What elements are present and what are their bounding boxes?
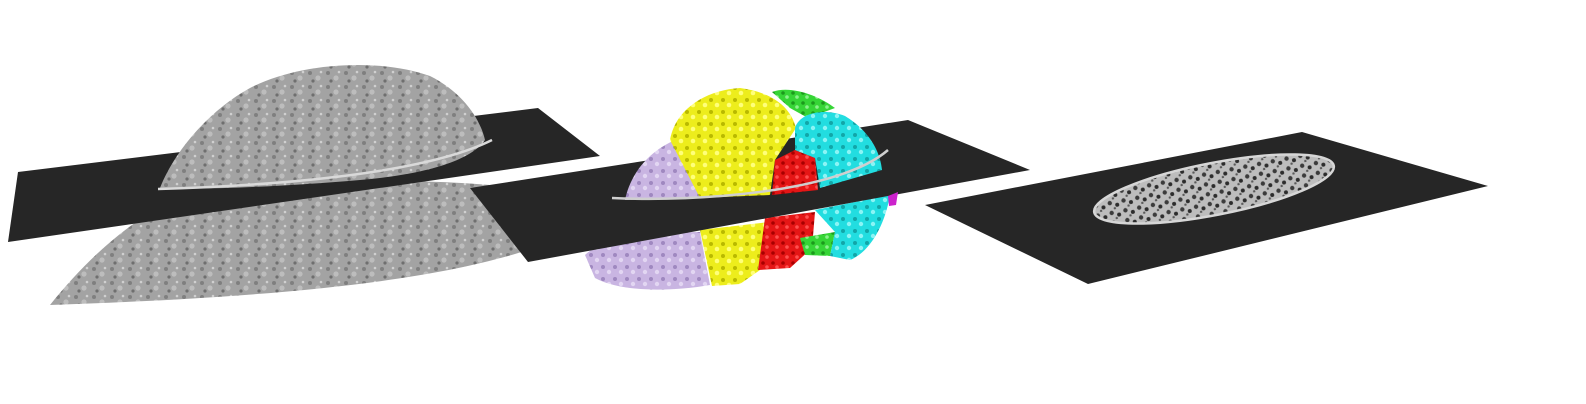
segment-cyan-dome	[795, 112, 882, 188]
segment-green-top	[772, 89, 835, 118]
segment-cyan-lower	[815, 195, 890, 260]
segment-green-lower	[800, 232, 835, 256]
segment-yellow-lower	[700, 222, 770, 286]
segment-magenta-edge	[888, 192, 898, 206]
cross-section-ellipse	[1092, 153, 1336, 225]
surface-rim-ring	[157, 138, 493, 191]
segmentation-rim-ring	[611, 149, 889, 201]
segment-red-lower	[758, 212, 815, 270]
surface-dome	[160, 64, 485, 189]
segment-lilac-lower	[585, 232, 710, 290]
segment-yellow-dome	[670, 88, 796, 198]
surface-rendering-panel	[8, 64, 600, 305]
segmentation-rendering-panel	[470, 88, 1030, 290]
cross-section-panel	[925, 132, 1488, 284]
